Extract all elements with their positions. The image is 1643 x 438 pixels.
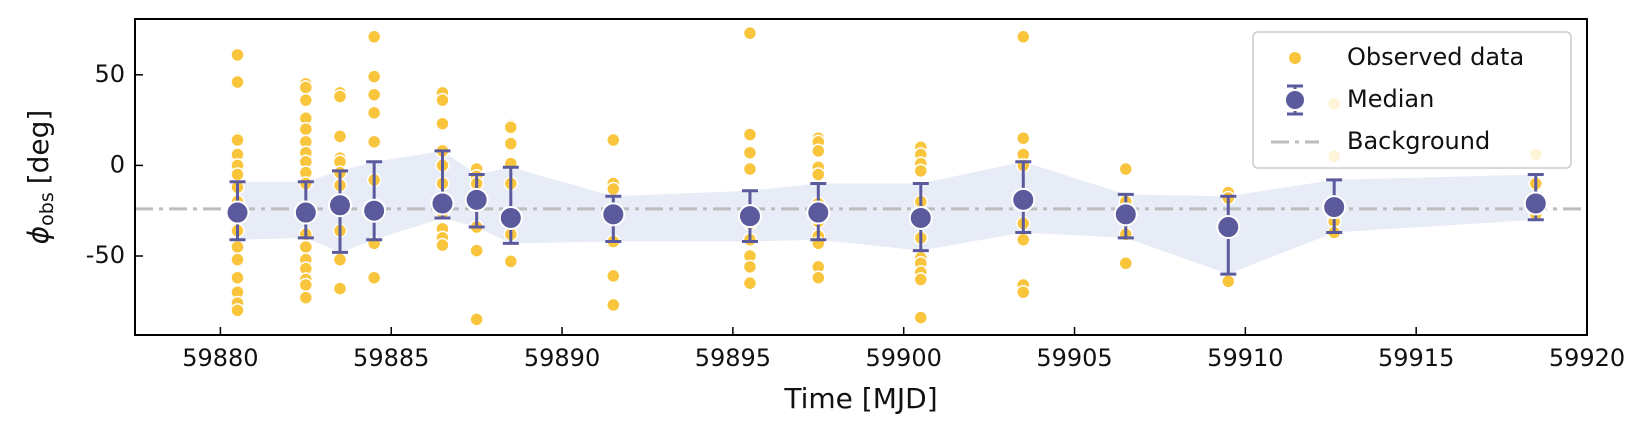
observed-point bbox=[230, 47, 245, 63]
median-point bbox=[430, 191, 455, 216]
median-point bbox=[1113, 202, 1138, 227]
observed-point bbox=[298, 277, 314, 293]
observed-point bbox=[230, 270, 245, 285]
observed-point bbox=[742, 25, 758, 41]
x-tick-label: 59895 bbox=[695, 344, 771, 372]
observed-point bbox=[230, 303, 245, 318]
median-point bbox=[806, 200, 831, 225]
y-axis-label: ϕobs [deg] bbox=[22, 110, 58, 245]
observed-point bbox=[435, 116, 450, 131]
median-point bbox=[498, 205, 523, 230]
observed-point bbox=[1016, 29, 1031, 45]
observed-point bbox=[366, 134, 382, 150]
observed-point bbox=[913, 272, 929, 287]
observed-point bbox=[230, 132, 245, 148]
error-band bbox=[237, 150, 1536, 275]
legend-marker bbox=[1289, 52, 1301, 64]
observed-point bbox=[366, 270, 382, 285]
observed-point bbox=[298, 92, 314, 108]
median-point bbox=[1322, 195, 1347, 220]
median-point bbox=[293, 200, 318, 225]
observed-point bbox=[1118, 161, 1134, 177]
x-tick-label: 59900 bbox=[866, 344, 942, 372]
y-tick-label: 0 bbox=[110, 150, 125, 178]
observed-point bbox=[913, 310, 929, 325]
observed-point bbox=[230, 252, 245, 267]
observed-point bbox=[811, 270, 826, 285]
observed-point bbox=[332, 252, 348, 267]
observed-point bbox=[366, 69, 382, 84]
observed-point bbox=[742, 127, 758, 142]
observed-point bbox=[811, 143, 826, 159]
observed-point bbox=[230, 167, 245, 182]
legend-box bbox=[1252, 31, 1572, 169]
observed-point bbox=[469, 243, 484, 258]
observed-point bbox=[606, 132, 621, 148]
observed-point bbox=[913, 163, 929, 179]
observed-point bbox=[742, 275, 758, 291]
observed-point bbox=[332, 129, 348, 144]
median-point bbox=[737, 204, 762, 229]
median-point bbox=[362, 198, 387, 223]
observed-point bbox=[1016, 284, 1031, 300]
median-point bbox=[1523, 191, 1548, 216]
observed-point bbox=[298, 290, 314, 305]
observed-point bbox=[366, 87, 382, 102]
legend-label: Median bbox=[1347, 85, 1434, 113]
observed-point bbox=[606, 268, 621, 284]
legend-label: Background bbox=[1347, 127, 1490, 155]
median-point bbox=[225, 200, 250, 225]
observed-point bbox=[366, 29, 382, 45]
x-axis-label: Time [MJD] bbox=[783, 382, 937, 415]
x-tick-label: 59890 bbox=[524, 344, 600, 372]
median-point bbox=[908, 205, 933, 230]
observed-point bbox=[742, 259, 758, 275]
observed-point bbox=[503, 254, 519, 269]
observed-point bbox=[435, 237, 450, 253]
y-tick-label: 50 bbox=[94, 60, 125, 88]
y-tick-label: -50 bbox=[86, 241, 125, 269]
observed-point bbox=[230, 74, 245, 90]
observed-point bbox=[332, 89, 348, 104]
x-tick-label: 59905 bbox=[1036, 344, 1112, 372]
observed-point bbox=[298, 80, 314, 95]
x-tick-label: 59910 bbox=[1207, 344, 1283, 372]
observed-point bbox=[606, 181, 621, 197]
median-point bbox=[327, 193, 352, 218]
observed-point bbox=[298, 239, 314, 255]
observed-point bbox=[606, 297, 621, 313]
median-point bbox=[1216, 215, 1241, 240]
median-point bbox=[1011, 187, 1036, 212]
observed-point bbox=[332, 281, 348, 296]
observed-point bbox=[742, 161, 758, 177]
legend-label: Observed data bbox=[1347, 43, 1524, 71]
observed-point bbox=[1016, 232, 1031, 247]
observed-point bbox=[1221, 274, 1236, 289]
y-label-sub: obs bbox=[36, 192, 58, 226]
error-bar bbox=[502, 165, 519, 245]
x-tick-label: 59920 bbox=[1549, 344, 1625, 372]
y-label-symbol: ϕ bbox=[22, 226, 55, 244]
legend-marker bbox=[1284, 89, 1306, 111]
x-tick-label: 59885 bbox=[353, 344, 429, 372]
legend: Observed data Median Background bbox=[1252, 31, 1572, 169]
observed-point bbox=[298, 121, 314, 137]
median-point bbox=[601, 202, 626, 227]
y-label-unit: [deg] bbox=[22, 110, 55, 185]
observed-point bbox=[435, 92, 450, 108]
observed-point bbox=[811, 167, 826, 182]
observed-point bbox=[366, 105, 382, 121]
observed-point bbox=[1118, 255, 1134, 271]
observed-point bbox=[1016, 130, 1031, 146]
observed-point bbox=[742, 145, 758, 160]
plot-frame bbox=[134, 18, 1588, 336]
observed-point bbox=[503, 136, 519, 151]
observed-point bbox=[503, 120, 519, 135]
median-point bbox=[464, 187, 489, 212]
x-tick-label: 59880 bbox=[182, 344, 258, 372]
observed-point bbox=[230, 239, 245, 255]
observed-point bbox=[469, 312, 484, 327]
x-tick-label: 59915 bbox=[1378, 344, 1454, 372]
